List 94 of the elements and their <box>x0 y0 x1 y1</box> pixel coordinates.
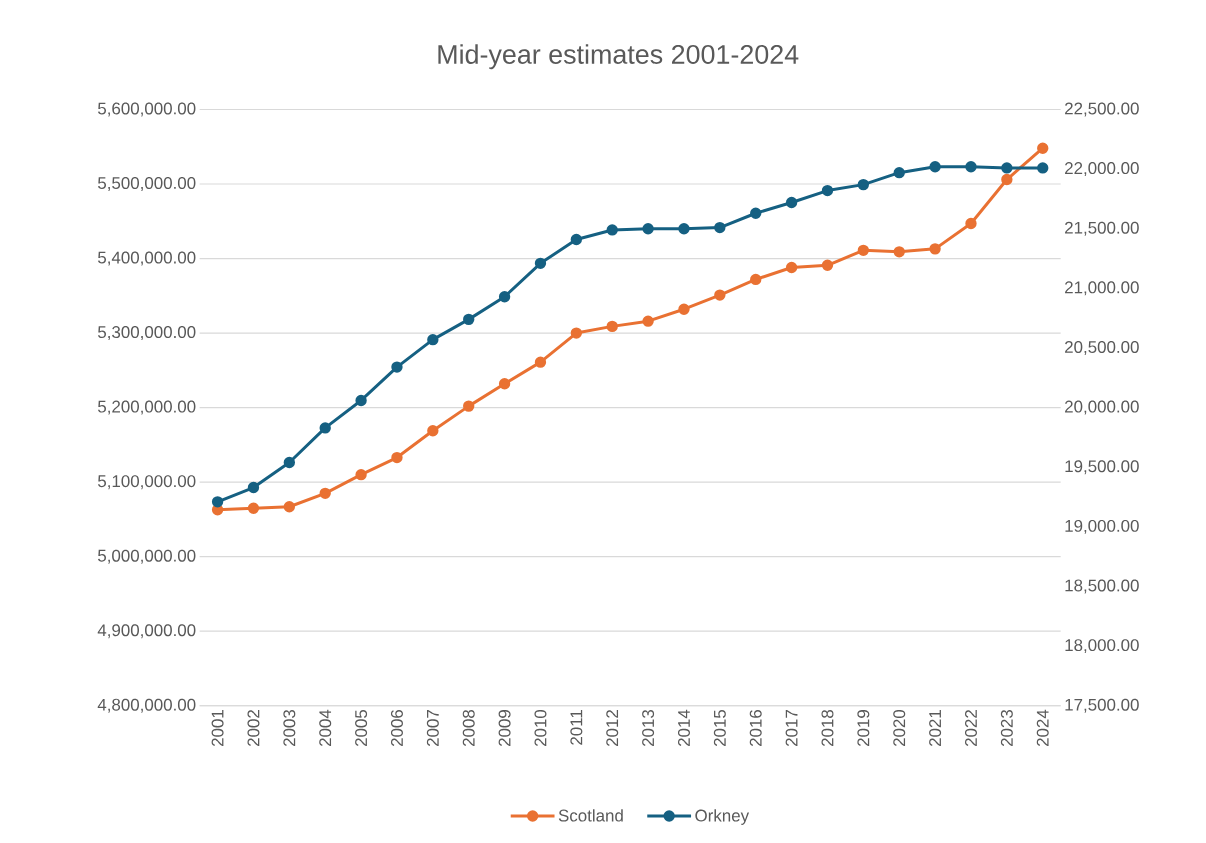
point <box>319 487 331 499</box>
point <box>498 378 511 390</box>
point <box>391 451 403 464</box>
x-tick-label: 2022 <box>964 710 977 746</box>
point <box>283 456 296 469</box>
x-tick-label: 2020 <box>893 709 906 746</box>
legend-label: Scotland <box>558 809 623 822</box>
point <box>642 315 654 327</box>
x-tick-label: 2005 <box>355 709 368 746</box>
point <box>463 400 475 412</box>
x-tick-label: 2009 <box>498 710 511 746</box>
x-tick-label: 2007 <box>426 710 439 746</box>
point <box>606 224 618 236</box>
point <box>642 223 654 235</box>
y2-tick-label: 20,000.00 <box>1065 400 1139 415</box>
point <box>606 320 618 333</box>
point <box>785 261 798 274</box>
x-tick-label: 2015 <box>713 709 726 746</box>
point <box>821 184 834 197</box>
x-tick-label: 2021 <box>929 710 942 746</box>
x-tick-label: 2003 <box>283 709 296 746</box>
y2-tick-label: 18,000.00 <box>1065 639 1139 654</box>
y2-tick-label: 19,000.00 <box>1065 519 1139 534</box>
y-tick-label: 5,500,000.00 <box>97 176 196 191</box>
y2-tick-label: 18,500.00 <box>1065 579 1139 594</box>
y2-tick-label: 21,000.00 <box>1065 281 1139 296</box>
y-tick-label: 5,400,000.00 <box>97 251 196 266</box>
point <box>570 233 583 246</box>
point <box>319 422 331 434</box>
point <box>534 356 547 368</box>
y-tick-label: 5,000,000.00 <box>97 549 196 564</box>
y-tick-label: 5,300,000.00 <box>97 326 196 341</box>
point <box>283 501 296 513</box>
x-tick-label: 2011 <box>570 710 583 745</box>
point <box>821 259 834 271</box>
y-tick-label: 4,900,000.00 <box>97 624 196 639</box>
point <box>965 217 977 230</box>
legend-label: Orkney <box>695 809 750 825</box>
point <box>1037 142 1049 154</box>
x-tick-label: 2001 <box>211 710 224 746</box>
x-tick-label: 2010 <box>534 709 547 746</box>
x-tick-label: 2023 <box>1000 709 1013 746</box>
y-tick-label: 5,600,000.00 <box>97 102 196 117</box>
point <box>714 289 726 301</box>
point <box>714 221 726 234</box>
point <box>1001 162 1013 174</box>
point <box>678 303 690 315</box>
point <box>1037 162 1049 174</box>
x-tick-label: 2002 <box>247 710 260 746</box>
point <box>929 243 941 255</box>
point <box>857 178 870 191</box>
point <box>463 313 475 325</box>
x-tick-label: 2014 <box>677 709 690 746</box>
x-tick-label: 2024 <box>1036 709 1049 746</box>
x-tick-label: 2017 <box>785 710 798 746</box>
x-tick-label: 2008 <box>462 709 475 746</box>
y2-tick-label: 22,500.00 <box>1065 102 1139 117</box>
y-tick-label: 4,800,000.00 <box>97 698 196 713</box>
point <box>857 244 870 256</box>
point <box>427 424 439 437</box>
point <box>355 468 367 481</box>
point <box>1001 173 1013 186</box>
x-tick-label: 2013 <box>642 709 655 746</box>
point <box>247 502 260 514</box>
point <box>965 161 977 173</box>
point <box>498 290 511 303</box>
point <box>534 257 547 269</box>
point <box>750 207 762 219</box>
point <box>893 166 905 179</box>
x-tick-label: 2016 <box>749 709 762 746</box>
y2-tick-label: 17,500.00 <box>1065 698 1139 713</box>
x-tick-label: 2012 <box>606 710 619 746</box>
point <box>391 361 403 373</box>
x-tick-label: 2018 <box>821 709 834 746</box>
y2-tick-label: 19,500.00 <box>1065 460 1139 475</box>
point <box>893 246 905 258</box>
point <box>247 481 260 494</box>
y-tick-label: 5,200,000.00 <box>97 400 196 415</box>
point <box>929 161 941 173</box>
point <box>211 496 224 508</box>
x-tick-label: 2019 <box>857 710 870 746</box>
point <box>678 223 690 235</box>
point <box>355 394 367 407</box>
x-tick-label: 2004 <box>319 709 332 746</box>
y2-tick-label: 20,500.00 <box>1065 340 1139 355</box>
x-tick-label: 2006 <box>390 709 403 746</box>
chart-title: Mid-year estimates 2001-2024 <box>438 44 799 70</box>
point <box>750 273 762 286</box>
point <box>785 196 798 209</box>
y2-tick-label: 21,500.00 <box>1065 221 1139 236</box>
point <box>570 327 583 339</box>
y-tick-label: 5,100,000.00 <box>97 475 196 490</box>
y2-tick-label: 22,000.00 <box>1065 162 1139 177</box>
point <box>427 333 439 346</box>
